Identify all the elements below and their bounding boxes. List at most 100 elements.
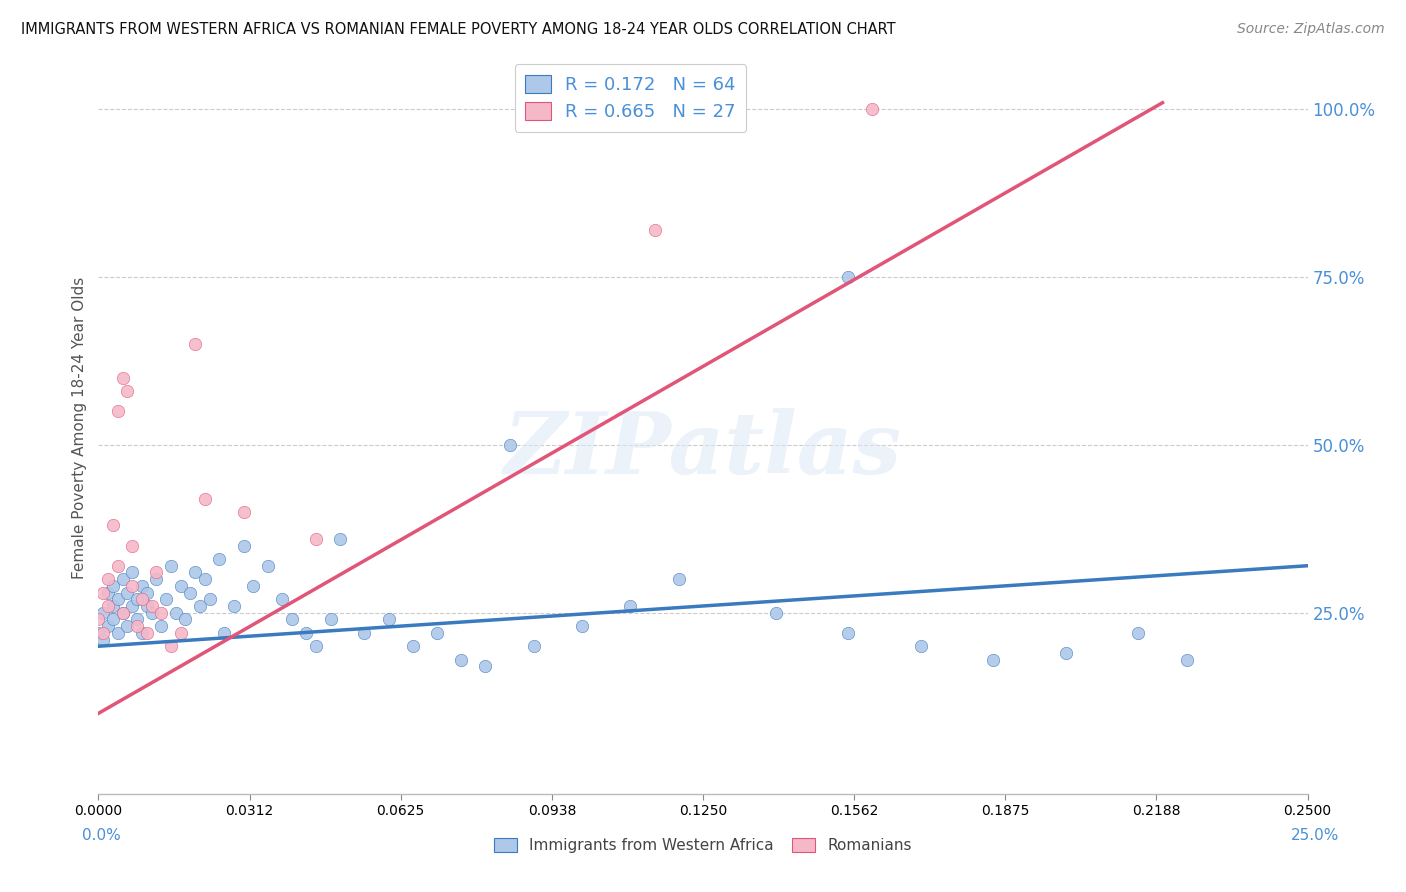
Text: Source: ZipAtlas.com: Source: ZipAtlas.com [1237,22,1385,37]
Point [97,599,120,613]
Point [111,606,134,620]
Point [101,599,124,613]
Point [160,639,183,653]
Point [111,371,134,385]
Text: 25.0%: 25.0% [1291,829,1339,843]
Point [837,270,859,285]
Point [97,572,120,586]
Point [121,539,143,553]
Point [141,599,163,613]
Text: ZIPatlas: ZIPatlas [503,409,903,491]
Point [184,566,207,580]
Point [145,566,167,580]
Point [117,384,139,399]
Point [319,612,342,626]
Point [135,585,157,599]
Point [184,337,207,351]
Point [523,639,546,653]
Point [169,579,191,593]
Point [981,653,1004,667]
Point [474,659,496,673]
Point [91,632,114,647]
Point [127,612,149,626]
Point [91,585,114,599]
Point [212,625,235,640]
Point [121,566,143,580]
Point [295,625,318,640]
Point [232,539,254,553]
Point [910,639,932,653]
Point [141,606,163,620]
Point [305,532,328,546]
Point [232,505,254,519]
Point [305,639,328,653]
Point [377,612,399,626]
Point [450,653,472,667]
Point [837,625,859,640]
Point [121,599,143,613]
Point [498,438,520,452]
Point [87,625,110,640]
Point [222,599,245,613]
Point [107,404,129,418]
Point [256,558,278,573]
Point [107,558,129,573]
Point [155,592,177,607]
Point [174,612,197,626]
Legend: Immigrants from Western Africa, Romanians: Immigrants from Western Africa, Romanian… [488,831,918,859]
Point [121,579,143,593]
Point [101,612,124,626]
Point [117,619,139,633]
Point [165,606,187,620]
Point [111,606,134,620]
Point [402,639,425,653]
Point [150,606,173,620]
Point [188,599,211,613]
Point [91,606,114,620]
Point [127,619,149,633]
Point [329,532,352,546]
Point [150,619,173,633]
Point [131,579,153,593]
Point [97,585,120,599]
Point [135,599,157,613]
Point [194,572,217,586]
Point [860,103,883,117]
Point [668,572,690,586]
Point [111,572,134,586]
Point [644,223,666,237]
Point [619,599,641,613]
Point [194,491,217,506]
Point [101,579,124,593]
Text: 0.0%: 0.0% [82,829,121,843]
Point [242,579,264,593]
Point [281,612,304,626]
Point [135,625,157,640]
Point [571,619,593,633]
Point [160,558,183,573]
Point [117,585,139,599]
Point [87,612,110,626]
Point [765,606,787,620]
Point [1054,646,1077,660]
Point [198,592,221,607]
Point [101,518,124,533]
Point [131,625,153,640]
Point [169,625,191,640]
Text: IMMIGRANTS FROM WESTERN AFRICA VS ROMANIAN FEMALE POVERTY AMONG 18-24 YEAR OLDS : IMMIGRANTS FROM WESTERN AFRICA VS ROMANI… [21,22,896,37]
Point [1175,653,1198,667]
Point [131,592,153,607]
Point [1128,625,1150,640]
Point [107,592,129,607]
Y-axis label: Female Poverty Among 18-24 Year Olds: Female Poverty Among 18-24 Year Olds [72,277,87,579]
Point [127,592,149,607]
Point [271,592,294,607]
Point [179,585,201,599]
Point [91,625,114,640]
Point [145,572,167,586]
Point [426,625,449,640]
Point [353,625,375,640]
Point [97,619,120,633]
Point [208,552,231,566]
Point [107,625,129,640]
